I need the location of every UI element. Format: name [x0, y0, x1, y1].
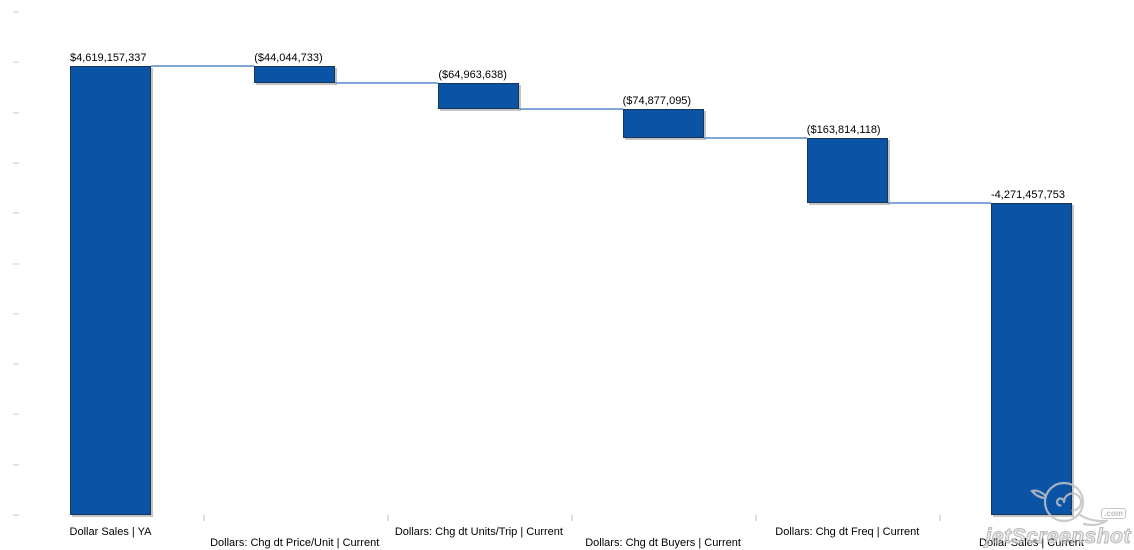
bar-value-label: ($163,814,118) [806, 124, 881, 137]
y-axis-tick [13, 312, 19, 315]
x-axis-label: Dollar Sales | YA [69, 526, 152, 538]
connector-line [151, 65, 255, 68]
connector-line [519, 107, 623, 110]
y-axis-tick [13, 212, 19, 215]
y-axis-tick [13, 463, 19, 466]
y-axis-tick [13, 413, 19, 416]
x-axis-tick [202, 515, 205, 521]
waterfall-bar[interactable] [622, 108, 704, 139]
watermark-domain-badge: .com [1101, 508, 1126, 519]
x-axis-label: Dollars: Chg dt Freq | Current [775, 526, 920, 538]
bar-value-label: ($64,963,638) [438, 69, 507, 82]
x-axis-tick [755, 515, 758, 521]
connector-line [703, 137, 807, 140]
bar-value-label: $4,619,157,337 [70, 52, 147, 65]
waterfall-bar[interactable] [70, 66, 151, 515]
waterfall-bar[interactable] [438, 83, 520, 109]
x-axis-label: Dollars: Chg dt Units/Trip | Current [394, 526, 563, 538]
bar-value-label: -4,271,457,753 [991, 189, 1066, 202]
x-axis-label: Dollars: Chg dt Buyers | Current [585, 537, 741, 549]
y-axis-tick [13, 363, 19, 366]
connector-line [887, 202, 991, 205]
waterfall-bar[interactable] [254, 66, 336, 84]
y-axis-tick [13, 161, 19, 164]
y-axis-tick [13, 514, 19, 516]
x-axis-tick [939, 515, 942, 521]
waterfall-bar[interactable] [991, 203, 1072, 515]
connector-line [335, 82, 439, 85]
bar-value-label: ($44,044,733) [254, 52, 323, 65]
x-axis-tick [571, 515, 573, 521]
y-axis-tick [13, 262, 19, 265]
y-axis-tick [13, 11, 19, 13]
y-axis-tick [13, 111, 19, 114]
x-axis-tick [386, 515, 389, 521]
bar-value-label: ($74,877,095) [622, 94, 692, 107]
x-axis-label: Dollar Sales | Current [979, 537, 1084, 549]
y-axis-tick [13, 61, 19, 64]
x-axis-label: Dollars: Chg dt Price/Unit | Current [210, 537, 380, 549]
waterfall-bar[interactable] [806, 138, 888, 203]
